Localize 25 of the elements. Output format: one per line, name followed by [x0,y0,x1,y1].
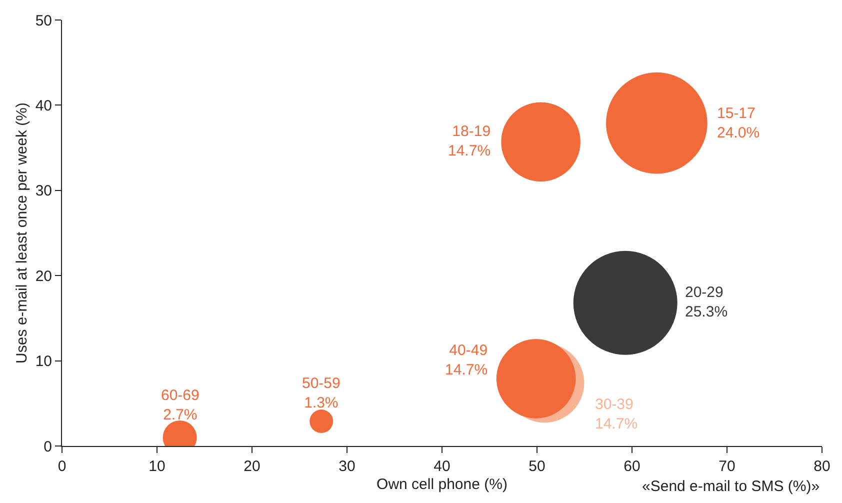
x-tick-label: 0 [58,458,66,475]
data-label: 15-17 24.0% [717,105,760,142]
x-tick-label: 80 [814,458,830,475]
x-tick-label: 20 [244,458,260,475]
x-tick-label: 10 [148,458,166,475]
x-axis-title: Own cell phone (%) [376,476,508,493]
data-label: 50-59 1.3% [302,375,340,412]
y-tick-label: 30 [35,182,52,200]
y-tick-label: 20 [35,268,52,285]
x-tick-label: 60 [624,458,640,475]
data-label: 30-39 14.7% [595,396,638,432]
y-axis-title: Uses e-mail at least once per week (%) [14,102,31,364]
y-tick-label: 50 [35,12,52,30]
data-label: 60-69 2.7% [161,387,200,424]
x-tick-label: 30 [338,458,356,475]
data-label: 18-19 14.7% [448,123,491,160]
data-label: 40-49 14.7% [445,342,488,378]
x-tick-label: 40 [434,458,450,475]
x-tick-label: 50 [528,458,546,475]
y-tick-label: 40 [35,97,52,114]
x-tick-label: 70 [718,458,736,475]
y-tick-label: 0 [44,438,52,456]
y-tick-label: 10 [35,353,52,370]
text: «Send e-mail to SMS (%)» [642,478,820,495]
data-label: 20-29 25.3% [685,284,728,320]
